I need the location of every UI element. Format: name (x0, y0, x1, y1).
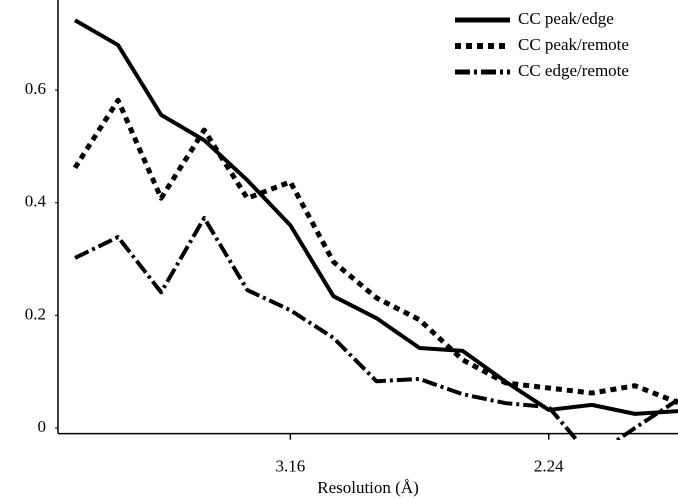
legend-label: CC peak/edge (518, 9, 614, 28)
y-tick-label: 0.2 (25, 304, 46, 323)
series-line (72, 97, 678, 405)
series-line (74, 215, 678, 440)
legend-label: CC edge/remote (518, 61, 629, 80)
x-tick-label: 2.24 (534, 457, 564, 476)
plot-area (72, 18, 678, 440)
series-line (74, 18, 678, 416)
y-tick-label: 0.4 (25, 192, 47, 211)
y-tick-label: 0 (38, 417, 47, 436)
y-tick-label: 0.6 (25, 79, 46, 98)
legend-label: CC peak/remote (518, 35, 629, 54)
x-axis-label: Resolution (Å) (317, 478, 419, 497)
x-tick-label: 3.16 (275, 457, 305, 476)
